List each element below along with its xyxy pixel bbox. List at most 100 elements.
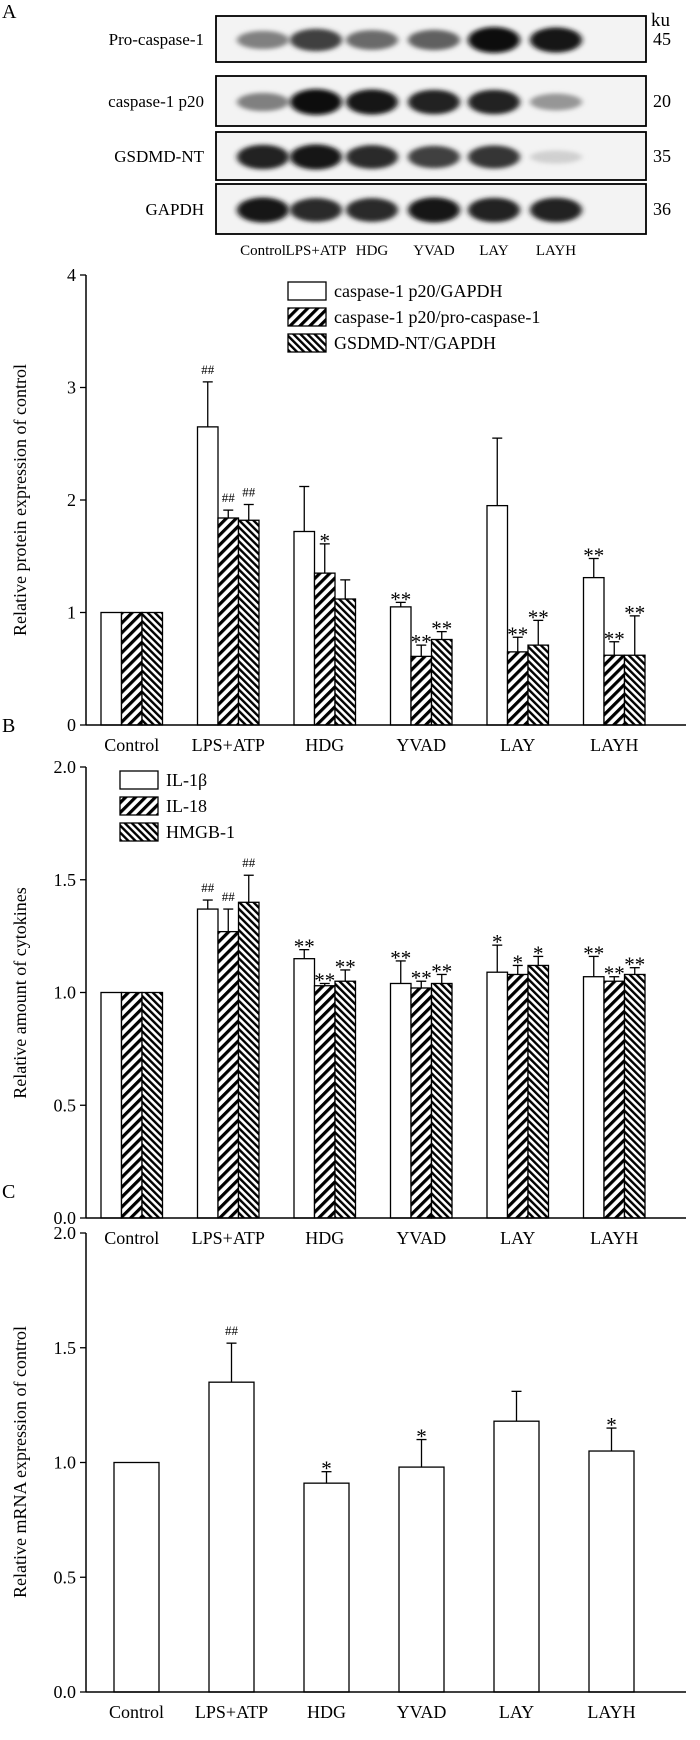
blot-lane-label: Control xyxy=(240,243,286,259)
blot-row-label: caspase-1 p20 xyxy=(108,92,204,111)
bar xyxy=(430,982,453,1219)
blot-band xyxy=(530,93,582,111)
legend-label: HMGB-1 xyxy=(166,822,235,842)
y-axis-label: Relative mRNA expression of control xyxy=(10,1326,30,1598)
blot-band xyxy=(530,150,582,164)
bar xyxy=(120,991,143,1219)
x-tick-label: YVAD xyxy=(397,1702,447,1722)
panel-label-c: C xyxy=(2,1181,15,1203)
x-tick-label: HDG xyxy=(307,1702,346,1722)
significance-mark: ** xyxy=(507,622,528,646)
y-tick-label: 1.0 xyxy=(54,983,77,1003)
blot-band xyxy=(346,30,398,50)
x-tick-label: LAYH xyxy=(590,735,638,755)
significance-mark: ** xyxy=(314,968,335,992)
significance-mark: * xyxy=(492,930,503,954)
legend-label: GSDMD-NT/GAPDH xyxy=(334,333,496,353)
blot-band xyxy=(468,27,520,53)
blot-band xyxy=(237,92,289,112)
bar xyxy=(527,644,550,726)
legend-swatch xyxy=(119,822,159,842)
bar xyxy=(410,987,433,1219)
y-tick-label: 2.0 xyxy=(54,757,77,777)
significance-mark: ** xyxy=(335,955,356,979)
blot-row: caspase-1 p20 20 xyxy=(108,75,671,127)
western-blot: ku Pro-caspase-1 45 caspase-1 p20 20 GSDMD-N… xyxy=(108,10,671,259)
significance-mark: ** xyxy=(431,959,452,983)
chart-panel-b: ##** *** **##** *** **##** *** **0.00.51.01.52… xyxy=(10,757,686,1248)
significance-mark: ## xyxy=(201,880,215,895)
bar xyxy=(603,654,626,726)
bar xyxy=(582,976,605,1219)
legend-swatch xyxy=(287,307,327,327)
bar xyxy=(493,1420,540,1693)
bar xyxy=(506,651,529,726)
blot-row-label: GAPDH xyxy=(145,200,204,219)
bar xyxy=(293,530,316,726)
bar xyxy=(113,1461,160,1693)
bar xyxy=(120,611,143,726)
bar xyxy=(623,973,646,1219)
legend-label: IL-18 xyxy=(166,796,207,816)
y-tick-label: 1 xyxy=(67,603,76,623)
bar xyxy=(389,982,412,1219)
bar xyxy=(100,991,123,1219)
x-tick-label: Control xyxy=(104,735,159,755)
y-tick-label: 1.5 xyxy=(54,870,77,890)
legend-swatch xyxy=(119,770,159,790)
significance-mark: ** xyxy=(390,946,411,970)
bar xyxy=(217,930,240,1219)
significance-mark: ** xyxy=(390,587,411,611)
significance-mark: ** xyxy=(604,627,625,651)
significance-mark: ** xyxy=(528,605,549,629)
significance-mark: * xyxy=(320,529,331,553)
blot-lane-label: YVAD xyxy=(413,243,455,259)
y-tick-label: 4 xyxy=(67,265,76,285)
blot-lane-label: LAYH xyxy=(536,243,576,259)
blot-band xyxy=(237,30,289,50)
blot-row: Pro-caspase-1 45 xyxy=(109,15,671,63)
blot-band xyxy=(530,197,582,223)
x-tick-label: HDG xyxy=(305,735,344,755)
significance-mark: ** xyxy=(624,953,645,977)
y-axis-label: Relative amount of cytokines xyxy=(10,887,30,1098)
blot-band xyxy=(346,145,398,169)
bar xyxy=(582,576,605,726)
x-tick-label: LAYH xyxy=(587,1702,635,1722)
blot-band xyxy=(468,145,520,169)
x-tick-label: LAY xyxy=(500,1228,535,1248)
significance-mark: ## xyxy=(222,490,236,505)
blot-ku-value: 35 xyxy=(653,146,671,166)
bar xyxy=(237,519,260,726)
blot-band xyxy=(237,197,289,223)
legend-swatch xyxy=(119,796,159,816)
significance-mark: ** xyxy=(431,617,452,641)
bar xyxy=(623,654,646,726)
blot-band xyxy=(290,144,342,170)
blot-band xyxy=(408,197,460,223)
x-tick-label: YVAD xyxy=(396,1228,446,1248)
x-tick-label: HDG xyxy=(305,1228,344,1248)
significance-mark: ** xyxy=(411,966,432,990)
blot-band xyxy=(237,144,289,170)
bar xyxy=(588,1450,635,1693)
blot-band xyxy=(346,198,398,222)
bar xyxy=(141,991,164,1219)
bar xyxy=(237,901,260,1219)
y-tick-label: 2 xyxy=(67,490,76,510)
bar xyxy=(486,504,509,726)
legend-swatch xyxy=(287,333,327,353)
y-tick-label: 0.0 xyxy=(54,1208,77,1228)
x-tick-label: LPS+ATP xyxy=(192,735,265,755)
y-tick-label: 0.5 xyxy=(54,1095,77,1115)
x-tick-label: LAY xyxy=(500,735,535,755)
significance-mark: * xyxy=(321,1457,332,1481)
y-tick-label: 0.5 xyxy=(54,1567,77,1587)
panel-label-a: A xyxy=(2,1,17,23)
significance-mark: ** xyxy=(604,962,625,986)
bar xyxy=(334,980,357,1219)
bar xyxy=(389,606,412,726)
bar xyxy=(603,980,626,1219)
blot-row-label: Pro-caspase-1 xyxy=(109,30,204,49)
